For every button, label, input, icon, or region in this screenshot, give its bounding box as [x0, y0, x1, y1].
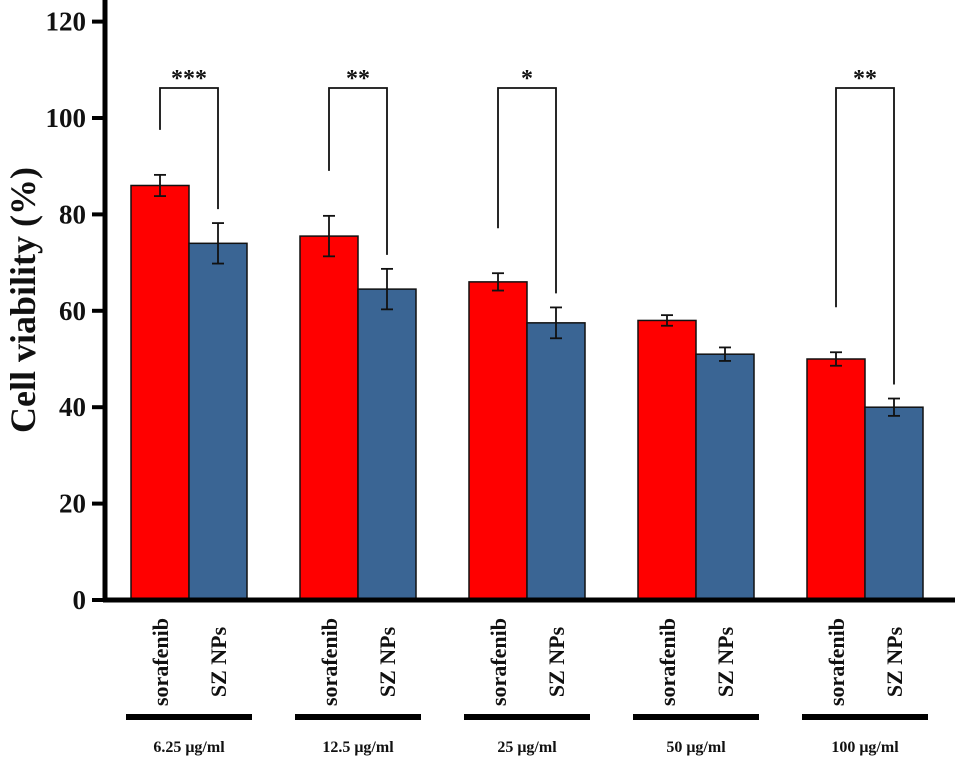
significance-label: *** [171, 66, 207, 92]
significance-bracket [328, 87, 388, 255]
y-tick-label: 80 [59, 199, 86, 229]
bar-sorafenib [806, 358, 866, 601]
bar-sorafenib [637, 319, 697, 601]
group-label: 25 μg/ml [497, 739, 557, 756]
significance-brackets: *** ** * ** [159, 66, 895, 385]
bar-category-label: sorafenib [655, 618, 680, 706]
bar-category-label: SZ NPs [206, 626, 231, 697]
bar-labels: sorafenib SZ NPs sorafenib SZ NPs sorafenib S… [148, 618, 907, 706]
significance-bracket [159, 87, 219, 210]
significance-label: ** [346, 66, 370, 92]
bars [130, 184, 924, 601]
significance-bracket [497, 87, 557, 294]
y-tick-label: 100 [46, 103, 87, 133]
bar-sorafenib [468, 281, 528, 601]
group-label: 50 μg/ml [666, 739, 726, 756]
y-tick-label: 0 [73, 585, 87, 615]
y-axis-ticks: 0 20 40 60 80 100 120 [46, 7, 105, 615]
group-underline [126, 714, 252, 720]
bar-sz-nps [864, 406, 924, 601]
bar-sz-nps [526, 322, 586, 601]
bar-category-label: SZ NPs [882, 626, 907, 697]
group-underline [464, 714, 590, 720]
bar-category-label: sorafenib [148, 618, 173, 706]
significance-bracket [835, 87, 895, 385]
group-underline [295, 714, 421, 720]
bar-category-label: SZ NPs [713, 626, 738, 697]
bar-category-label: sorafenib [486, 618, 511, 706]
significance-label: * [521, 66, 533, 92]
y-tick-label: 60 [59, 296, 86, 326]
group-label: 100 μg/ml [831, 739, 899, 756]
y-tick-label: 120 [46, 7, 87, 37]
bar-sz-nps [357, 288, 417, 601]
group-labels: 6.25 μg/ml 12.5 μg/ml 25 μg/ml 50 μg/ml 100 … [126, 714, 928, 756]
bar-sz-nps [695, 353, 755, 601]
error-bars [154, 173, 900, 417]
bar-sorafenib [130, 184, 190, 601]
group-underline [633, 714, 759, 720]
group-label: 12.5 μg/ml [322, 739, 394, 756]
y-tick-label: 20 [59, 489, 86, 519]
bar-category-label: SZ NPs [375, 626, 400, 697]
bar-category-label: sorafenib [317, 618, 342, 706]
bar-sz-nps [188, 242, 248, 601]
bar-category-label: sorafenib [824, 618, 849, 706]
y-axis-title: Cell viability (%) [3, 167, 43, 433]
significance-label: ** [853, 66, 877, 92]
y-tick-label: 40 [59, 392, 86, 422]
group-label: 6.25 μg/ml [153, 739, 225, 756]
bar-sorafenib [299, 235, 359, 601]
bar-category-label: SZ NPs [544, 626, 569, 697]
group-underline [802, 714, 928, 720]
